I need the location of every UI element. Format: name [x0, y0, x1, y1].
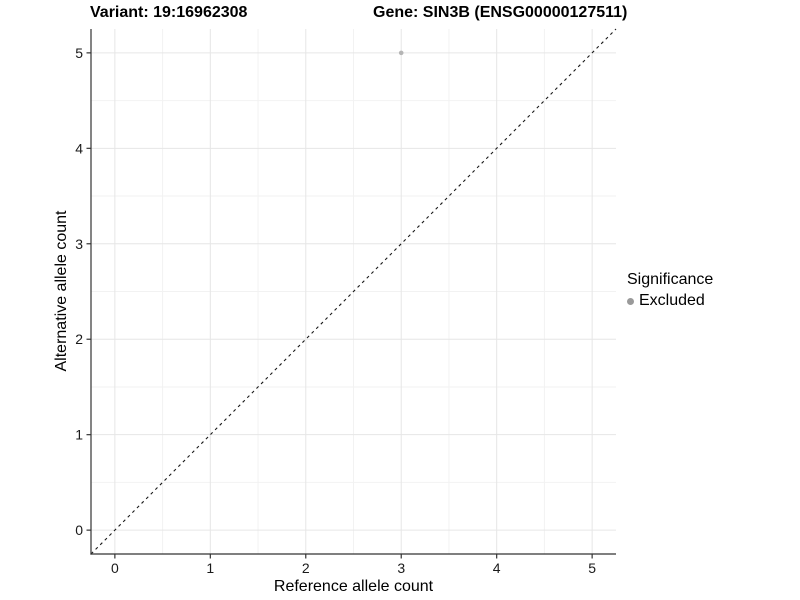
identity-reference-line: [90, 28, 617, 555]
axis-ticks: [86, 52, 593, 559]
data-point-excluded: [398, 50, 404, 56]
x-tick-label: 2: [302, 560, 310, 576]
x-axis-title: Reference allele count: [273, 578, 434, 595]
x-tick-label: 4: [493, 560, 501, 576]
y-tick-label: 5: [75, 45, 83, 61]
axis-tick-labels: 0 1 2 3 4 5 0 1 2 3 4 5: [75, 45, 596, 576]
x-tick-label: 1: [206, 560, 214, 576]
plot-title-variant: Variant: 19:16962308: [90, 4, 248, 21]
y-tick-label: 0: [75, 522, 83, 538]
grid-major-lines: [91, 29, 616, 554]
y-tick-label: 1: [75, 427, 83, 443]
x-tick-label: 3: [397, 560, 405, 576]
legend-point-icon: [627, 297, 634, 305]
legend-title: Significance: [627, 271, 714, 288]
x-tick-label: 5: [588, 560, 596, 576]
plot-title-gene: Gene: SIN3B (ENSG00000127511): [373, 4, 628, 21]
y-tick-label: 2: [75, 331, 83, 347]
legend: Significance Excluded: [627, 271, 713, 310]
grid-minor-lines: [91, 29, 616, 554]
y-tick-label: 3: [75, 236, 83, 252]
data-points: [398, 50, 404, 56]
x-tick-label: 0: [111, 560, 119, 576]
legend-item-label: Excluded: [639, 292, 705, 309]
legend-item-excluded: Excluded: [627, 292, 713, 310]
axis-lines: [90, 29, 616, 555]
y-axis-title: Alternative allele count: [53, 210, 70, 372]
y-tick-label: 4: [75, 140, 83, 156]
